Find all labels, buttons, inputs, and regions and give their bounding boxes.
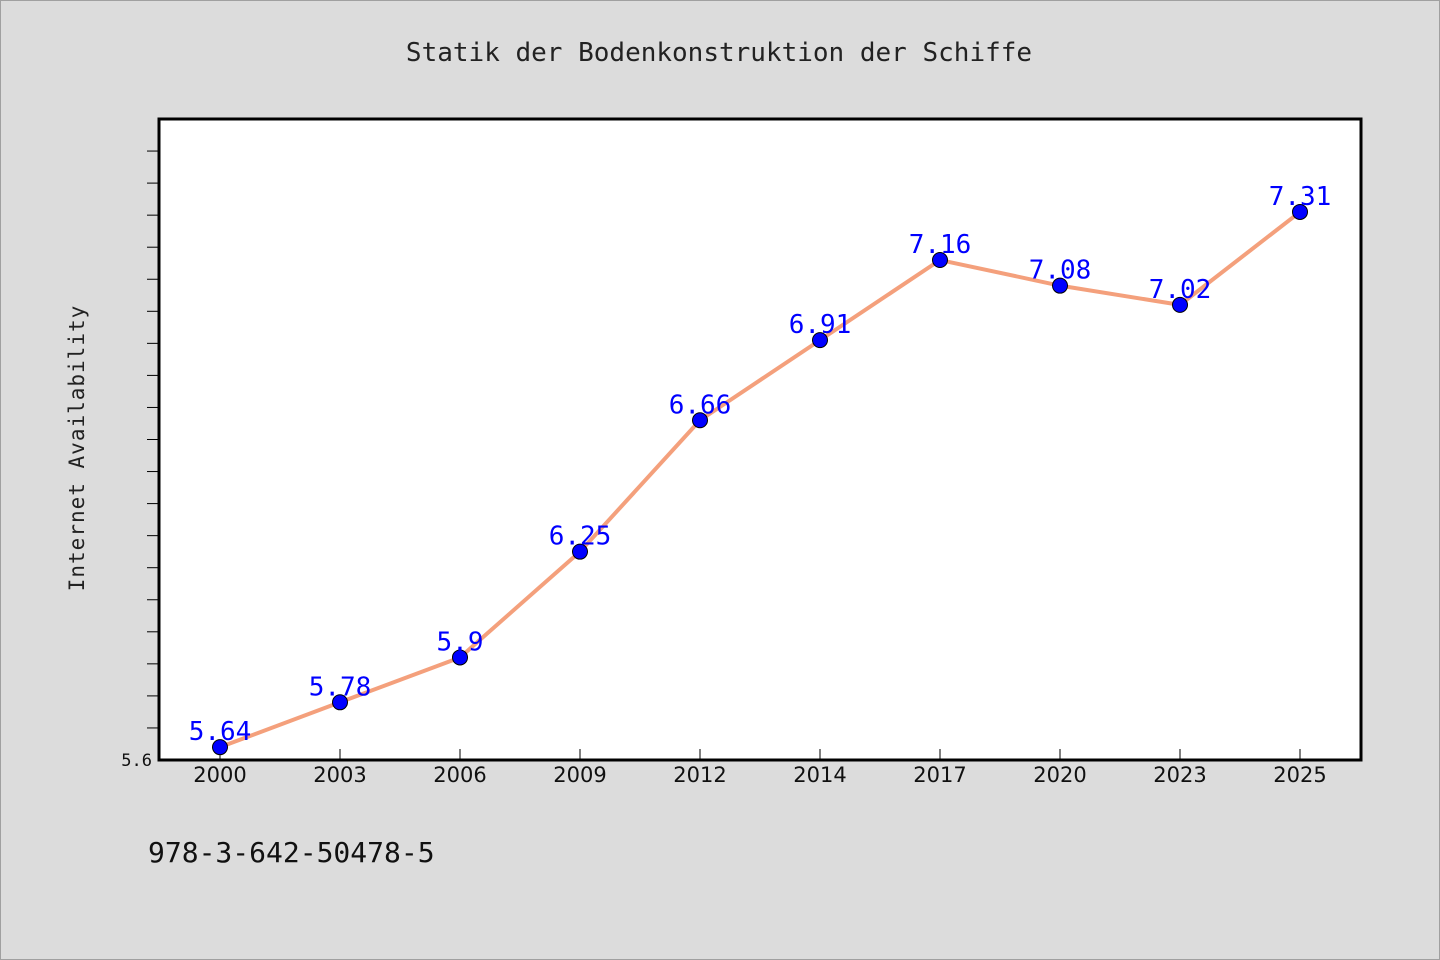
- series-line: [218, 209, 1302, 750]
- data-label: 5.9: [437, 627, 484, 657]
- data-label: 6.91: [789, 310, 852, 340]
- data-point: [812, 332, 828, 349]
- data-label: 5.64: [189, 717, 252, 747]
- data-point: [1172, 296, 1188, 313]
- x-tick-label: 2003: [313, 763, 366, 787]
- y-tick-label: 5.6: [121, 751, 152, 771]
- y-tick-labels: 5.6: [121, 751, 152, 771]
- y-minor-ticks: [147, 150, 159, 729]
- data-label: 7.16: [909, 230, 972, 260]
- chart-title: Statik der Bodenkonstruktion der Schiffe: [406, 38, 1032, 68]
- data-label: 7.08: [1029, 256, 1092, 286]
- x-tick-label: 2023: [1153, 763, 1206, 787]
- x-tick-label: 2006: [433, 763, 486, 787]
- data-labels: 5.64 5.78 5.9 6.25 6.66 6.91 7.16 7.08 7.02 7.31: [189, 182, 1332, 747]
- y-axis-label: Internet Availability: [65, 305, 89, 592]
- data-markers: [212, 203, 1308, 756]
- data-point: [932, 252, 948, 269]
- x-tick-label: 2020: [1033, 763, 1086, 787]
- data-label: 7.02: [1149, 275, 1212, 305]
- data-point: [692, 412, 708, 429]
- x-tick-label: 2012: [673, 763, 726, 787]
- data-point: [1292, 203, 1308, 220]
- isbn-caption: 978-3-642-50478-5: [148, 836, 435, 869]
- data-point: [572, 543, 588, 560]
- x-tick-labels: 2000 2003 2006 2009 2012 2014 2017 2020 2023 2025: [193, 763, 1326, 787]
- x-tick-label: 2014: [793, 763, 846, 787]
- x-tick-label: 2025: [1273, 763, 1326, 787]
- data-point: [332, 694, 348, 711]
- x-tick-label: 2000: [193, 763, 246, 787]
- x-tick-label: 2009: [553, 763, 606, 787]
- data-point: [1052, 277, 1068, 294]
- x-ticks: [219, 749, 1301, 760]
- data-label: 5.78: [309, 672, 372, 702]
- data-label: 6.25: [549, 522, 612, 552]
- series-lines: [218, 209, 1302, 750]
- data-point: [212, 739, 228, 756]
- data-label: 6.66: [669, 390, 732, 420]
- data-point: [452, 649, 468, 666]
- x-tick-label: 2017: [913, 763, 966, 787]
- data-label: 7.31: [1269, 182, 1332, 212]
- plot-area: [157, 117, 1363, 762]
